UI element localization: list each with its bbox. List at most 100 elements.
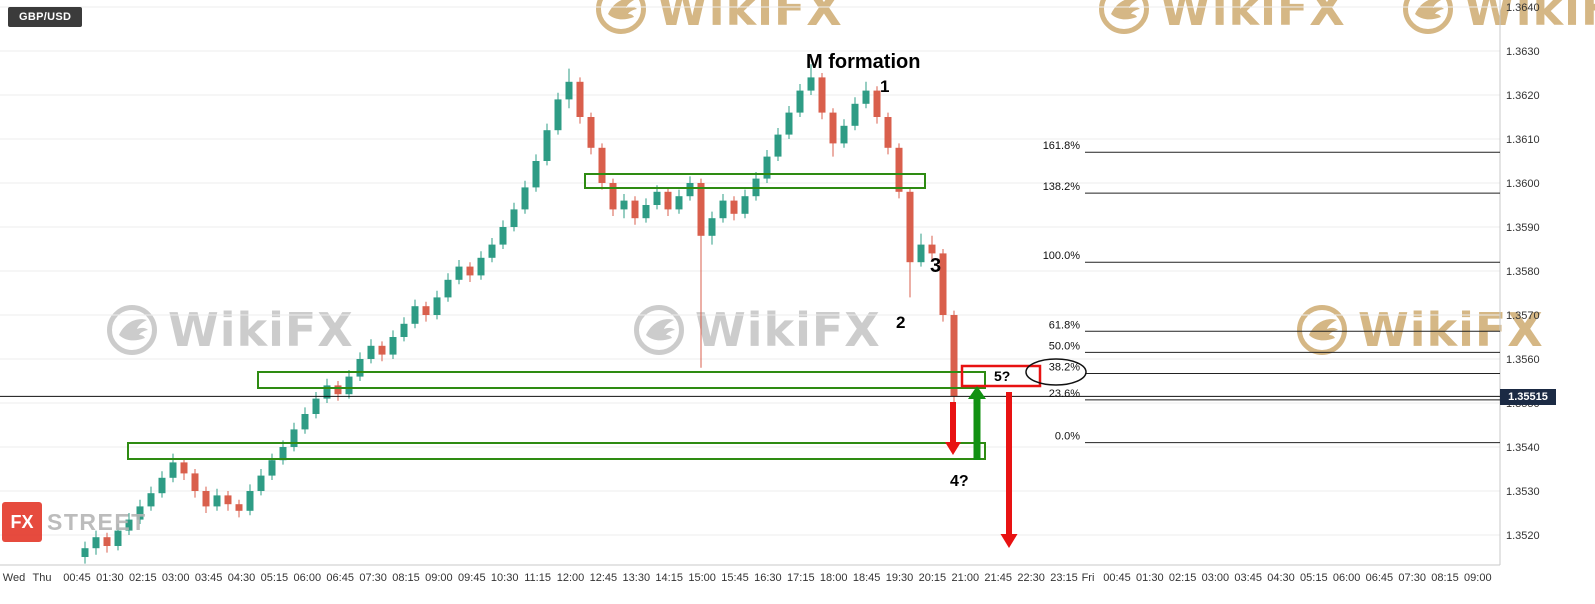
candle-body bbox=[411, 306, 419, 324]
candle-body bbox=[158, 477, 166, 494]
price-axis-label: 1.3540 bbox=[1506, 442, 1540, 454]
time-axis-label: 00:45 bbox=[63, 572, 91, 584]
candle-body bbox=[180, 462, 188, 474]
fib-level-label: 138.2% bbox=[1043, 181, 1081, 193]
fib-level-label: 0.0% bbox=[1055, 431, 1080, 443]
current-price-badge: 1.35515 bbox=[1500, 389, 1556, 405]
arrow-down-red bbox=[1000, 392, 1018, 548]
time-axis-label: 09:00 bbox=[1464, 572, 1492, 584]
time-axis-label: 16:30 bbox=[754, 572, 782, 584]
price-axis-label: 1.3620 bbox=[1506, 90, 1540, 102]
candle-body bbox=[136, 506, 144, 520]
candle-body bbox=[554, 99, 562, 131]
fxstreet-fx-box: FX bbox=[2, 502, 42, 542]
time-axis-label: 06:45 bbox=[326, 572, 354, 584]
time-axis-label: 07:30 bbox=[1398, 572, 1426, 584]
candle-body bbox=[730, 200, 738, 214]
time-axis-label: Thu bbox=[33, 572, 52, 584]
candle-body bbox=[125, 519, 133, 531]
time-axis-label: 06:45 bbox=[1366, 572, 1394, 584]
time-axis-label: 18:00 bbox=[820, 572, 848, 584]
candle-body bbox=[906, 191, 914, 263]
candle-body bbox=[862, 90, 870, 104]
candle-body bbox=[917, 244, 925, 263]
time-axis-label: 06:00 bbox=[1333, 572, 1361, 584]
candle-body bbox=[103, 537, 111, 546]
candle-body bbox=[840, 125, 848, 144]
arrow-down-red bbox=[945, 402, 961, 455]
price-axis-label: 1.3630 bbox=[1506, 46, 1540, 58]
candle-body bbox=[631, 200, 639, 219]
candle-body bbox=[620, 200, 628, 210]
time-axis-label: 18:45 bbox=[853, 572, 881, 584]
candle-body bbox=[939, 253, 947, 315]
time-axis-label: 03:45 bbox=[1234, 572, 1262, 584]
candle-body bbox=[576, 81, 584, 117]
candle-body bbox=[301, 414, 309, 430]
wave-point-label: 2 bbox=[896, 313, 905, 332]
support-resistance-zone[interactable] bbox=[127, 442, 986, 460]
candle-body bbox=[290, 429, 298, 447]
time-axis-label: 04:30 bbox=[1267, 572, 1295, 584]
time-axis-label: 05:15 bbox=[261, 572, 289, 584]
symbol-badge[interactable]: GBP/USD bbox=[8, 7, 83, 27]
candle-body bbox=[433, 297, 441, 315]
price-axis-label: 1.3640 bbox=[1506, 2, 1540, 14]
time-axis-label: 21:45 bbox=[984, 572, 1012, 584]
candle-body bbox=[785, 112, 793, 135]
candle-body bbox=[279, 447, 287, 461]
support-resistance-zone[interactable] bbox=[257, 371, 986, 389]
fib-level-label: 161.8% bbox=[1043, 140, 1081, 152]
candle-body bbox=[323, 385, 331, 399]
candle-body bbox=[378, 345, 386, 355]
candle-body bbox=[653, 191, 661, 205]
time-axis-label: 20:15 bbox=[919, 572, 947, 584]
price-axis-label: 1.3580 bbox=[1506, 266, 1540, 278]
candle-body bbox=[334, 385, 342, 395]
time-axis-label: 09:00 bbox=[425, 572, 453, 584]
support-resistance-zone[interactable] bbox=[584, 173, 926, 189]
target-zone-red-box[interactable] bbox=[960, 364, 1042, 388]
candle-body bbox=[455, 266, 463, 280]
price-axis-label: 1.3600 bbox=[1506, 178, 1540, 190]
time-axis-label: 19:30 bbox=[886, 572, 914, 584]
candle-body bbox=[829, 112, 837, 144]
candle-body bbox=[356, 359, 364, 377]
time-axis-label: 00:45 bbox=[1103, 572, 1131, 584]
candle-body bbox=[510, 209, 518, 227]
fxstreet-logo: FX STREET bbox=[2, 502, 147, 542]
time-axis-label: 10:30 bbox=[491, 572, 519, 584]
candle-body bbox=[532, 161, 540, 188]
time-axis-label: 09:45 bbox=[458, 572, 486, 584]
candle-body bbox=[774, 134, 782, 157]
time-axis-label: 13:30 bbox=[623, 572, 651, 584]
candle-body bbox=[543, 130, 551, 161]
time-axis-label: Wed bbox=[3, 572, 25, 584]
pattern-title-annotation: M formation bbox=[806, 51, 920, 73]
candle-body bbox=[642, 205, 650, 219]
time-axis-label: 07:30 bbox=[359, 572, 387, 584]
time-axis-label: Fri bbox=[1082, 572, 1095, 584]
candle-body bbox=[796, 90, 804, 113]
candle-body bbox=[400, 323, 408, 337]
fib-level-label: 50.0% bbox=[1049, 340, 1080, 352]
candle-body bbox=[477, 257, 485, 276]
candle-body bbox=[521, 187, 529, 210]
candle-body bbox=[191, 473, 199, 491]
candle-body bbox=[609, 183, 617, 210]
candle-body bbox=[587, 117, 595, 148]
price-axis-label: 1.3590 bbox=[1506, 222, 1540, 234]
time-axis-label: 05:15 bbox=[1300, 572, 1328, 584]
candle-body bbox=[246, 491, 254, 511]
candle-body bbox=[664, 191, 672, 210]
time-axis-label: 15:45 bbox=[721, 572, 749, 584]
candle-body bbox=[466, 266, 474, 276]
candle-body bbox=[741, 196, 749, 214]
candle-body bbox=[268, 460, 276, 476]
candle-body bbox=[565, 81, 573, 100]
candle-body bbox=[422, 306, 430, 315]
time-axis-label: 21:00 bbox=[952, 572, 980, 584]
time-axis-label: 08:15 bbox=[392, 572, 420, 584]
time-axis-label: 11:15 bbox=[524, 572, 551, 584]
